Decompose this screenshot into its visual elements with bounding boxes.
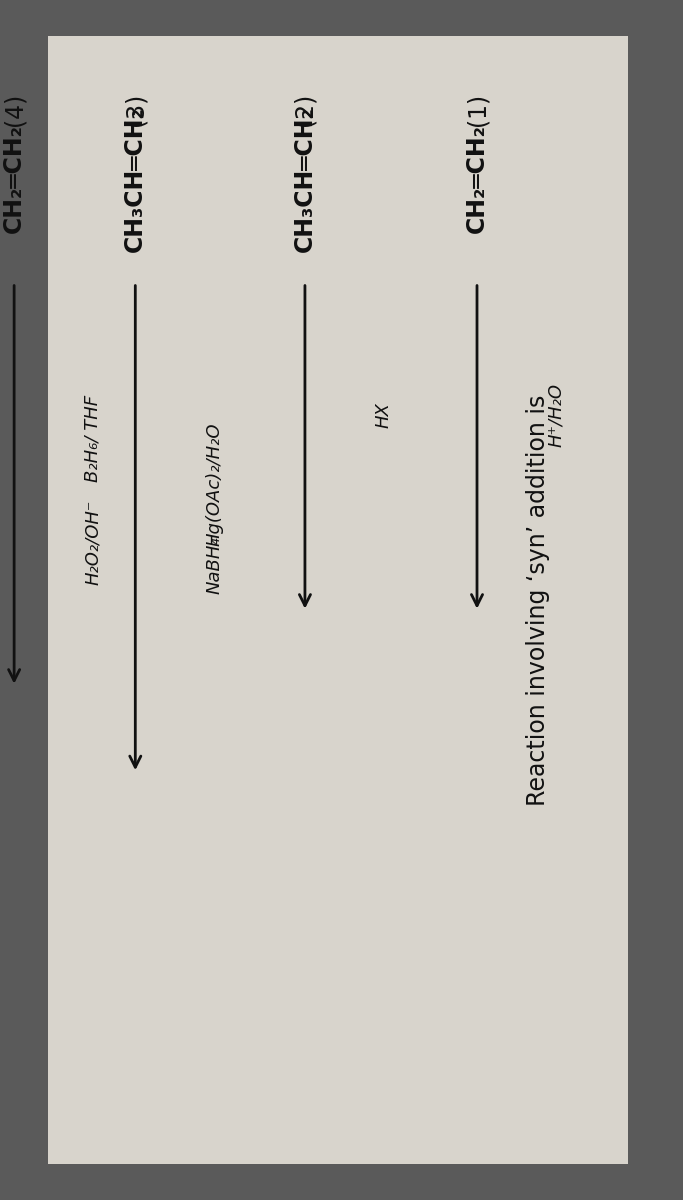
Text: (4): (4) [2, 92, 26, 126]
Text: (3): (3) [124, 92, 148, 126]
Text: HX: HX [375, 402, 393, 428]
Text: Reaction involving ‘syn’ addition is: Reaction involving ‘syn’ addition is [526, 395, 550, 805]
Text: CH₂═CH₂: CH₂═CH₂ [465, 125, 489, 233]
Text: NaBH₄: NaBH₄ [205, 536, 223, 594]
Text: H⁺/H₂O: H⁺/H₂O [547, 383, 565, 448]
Text: (1): (1) [465, 94, 489, 126]
Text: CH₂═CH₂: CH₂═CH₂ [2, 125, 26, 233]
Text: CH₃CH═CH₂: CH₃CH═CH₂ [293, 106, 317, 252]
Text: (2): (2) [293, 92, 317, 126]
Text: Hg(OAc)₂/H₂O: Hg(OAc)₂/H₂O [205, 422, 223, 546]
Text: CH₃CH═CH₂: CH₃CH═CH₂ [124, 106, 148, 252]
Text: B₂H₆/ THF: B₂H₆/ THF [84, 395, 102, 482]
Text: H₂O₂/OH⁻: H₂O₂/OH⁻ [84, 499, 102, 584]
